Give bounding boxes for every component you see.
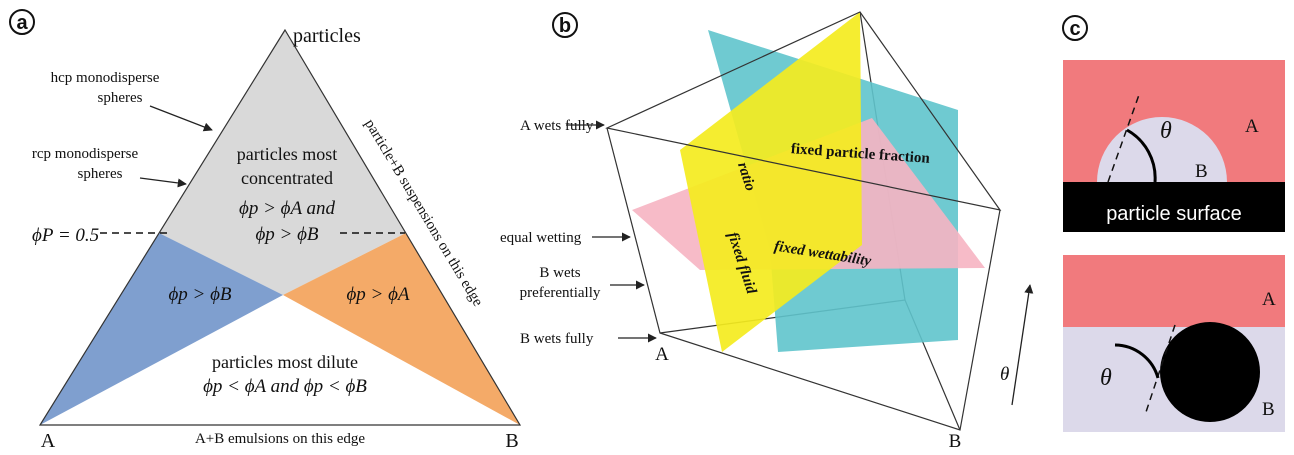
wetting-label: preferentially: [520, 285, 601, 301]
panel-a: a particles A B hcp monodisperse spheres…: [9, 9, 522, 452]
corner-label: A: [41, 430, 56, 452]
region-text: particles most dilute: [212, 352, 358, 372]
wetting-label: A wets fully: [520, 118, 594, 134]
fluid-a: [1063, 255, 1285, 327]
angle-arc: [1114, 343, 1160, 379]
theta-arrow: [1011, 284, 1034, 406]
tangent: [1144, 324, 1176, 416]
panel-label-ring: [552, 12, 578, 38]
particle-surface: [1063, 182, 1285, 232]
region-concentrated: [159, 30, 406, 295]
tangent: [1107, 91, 1141, 183]
particle: [1160, 322, 1260, 422]
phi-label: ϕP = 0.5: [32, 225, 99, 246]
region-text: particles most: [237, 144, 337, 164]
wetting-label: B wets: [539, 265, 580, 281]
theta-label: θ: [1100, 365, 1112, 391]
plane-fluid-ratio: [680, 12, 862, 352]
region-left: [40, 233, 283, 425]
theta-label: θ: [1000, 364, 1009, 385]
prism-top: [605, 11, 1002, 211]
ternary-triangle: [38, 28, 522, 426]
region-text: concentrated: [241, 168, 333, 188]
panel-b: b fixed fluid ratio fixed particle fract…: [500, 11, 1034, 452]
apex-label: particles: [293, 25, 361, 47]
panel-label: b: [559, 15, 571, 37]
theta-label: θ: [1160, 118, 1172, 144]
rcp-label: spheres: [78, 166, 123, 182]
surface-label: particle surface: [1106, 203, 1242, 225]
wetting-label: B wets fully: [520, 331, 594, 347]
region-text: ϕp > ϕB: [255, 224, 318, 245]
hcp-label: hcp monodisperse: [51, 70, 160, 86]
region-right: [283, 233, 520, 425]
wetting-label: equal wetting: [500, 230, 582, 246]
panel-label: a: [16, 12, 28, 34]
fluid-label: A: [1245, 116, 1259, 137]
arrow: [139, 177, 187, 188]
rcp-label: rcp monodisperse: [32, 146, 139, 162]
region-text: ϕp < ϕA and ϕp < ϕB: [203, 376, 367, 397]
corner-label: A: [655, 344, 669, 365]
prism-edge: [606, 127, 1001, 431]
fluid-label: B: [1195, 161, 1208, 182]
panel-label-ring: [1062, 15, 1088, 41]
edge-label: A+B emulsions on this edge: [195, 431, 365, 447]
region-text: ϕp > ϕA: [346, 284, 409, 305]
panel-c: c θ A B particle surface θ A B: [1062, 15, 1285, 432]
hcp-label: spheres: [98, 90, 143, 106]
fluid-label: A: [1262, 289, 1276, 310]
region-text: ϕp > ϕB: [168, 284, 231, 305]
angle-arc: [1126, 128, 1157, 183]
fluid-label: B: [1262, 399, 1275, 420]
panel-label: c: [1069, 18, 1080, 40]
corner-label: B: [949, 431, 962, 452]
arrow: [149, 105, 213, 132]
region-text: ϕp > ϕA and: [239, 198, 336, 219]
corner-label: B: [505, 430, 518, 452]
panel-label-ring: [9, 9, 35, 35]
